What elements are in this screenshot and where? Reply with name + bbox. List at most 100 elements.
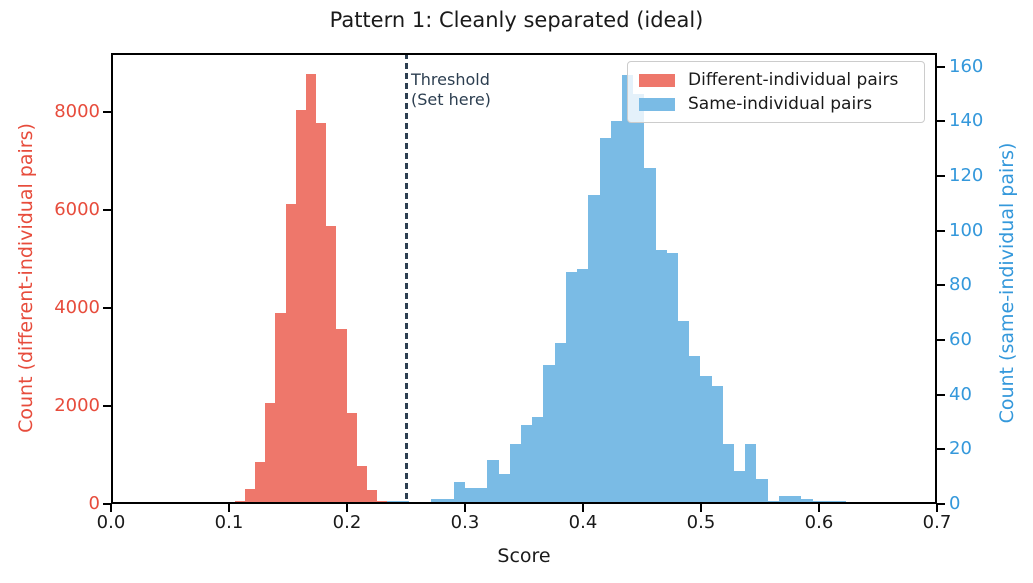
hist-bar-same xyxy=(700,375,712,504)
x-tick-mark xyxy=(818,504,820,512)
x-tick-label: 0.5 xyxy=(686,512,716,533)
hist-bar-same xyxy=(801,498,813,504)
legend-item-label: Same-individual pairs xyxy=(688,94,873,114)
hist-bar-same xyxy=(677,320,690,504)
x-tick-mark xyxy=(346,504,348,512)
threshold-annotation-line2: (Set here) xyxy=(411,90,491,109)
hist-bar-same xyxy=(577,268,589,504)
y-axis-label-left: Count (different-individual pairs) xyxy=(15,123,37,433)
x-tick-mark xyxy=(936,504,938,512)
y-right-tick-mark xyxy=(937,120,945,123)
hist-bar-different xyxy=(356,465,367,504)
y-right-tick-mark xyxy=(937,229,945,232)
x-tick-mark xyxy=(582,504,584,512)
hist-bar-same xyxy=(756,479,768,504)
plot-area xyxy=(111,53,937,504)
hist-bar-same xyxy=(666,252,678,504)
y-left-tick-label: 4000 xyxy=(54,296,100,318)
hist-bar-same xyxy=(442,498,454,504)
threshold-annotation-line1: Threshold xyxy=(411,70,490,89)
hist-bar-different xyxy=(234,500,246,504)
y-left-tick-mark xyxy=(103,503,111,505)
y-left-tick-label: 8000 xyxy=(54,100,100,122)
hist-bar-same xyxy=(823,501,835,504)
y-left-tick-label: 0 xyxy=(88,493,100,514)
legend: Different-individual pairs Same-individua… xyxy=(627,61,925,123)
hist-bar-same xyxy=(767,501,779,504)
y-right-tick-label: 0 xyxy=(949,493,961,514)
threshold-annotation: Threshold (Set here) xyxy=(411,70,491,110)
hist-bar-different xyxy=(305,74,317,504)
y-right-tick-label: 20 xyxy=(949,438,972,460)
x-tick-mark xyxy=(110,504,112,512)
x-axis-label: Score xyxy=(497,545,551,567)
hist-bar-same xyxy=(834,501,847,504)
hist-bar-different xyxy=(245,489,256,504)
hist-bar-same xyxy=(465,487,477,504)
hist-bar-same xyxy=(599,137,611,504)
hist-bar-same xyxy=(778,495,791,504)
y-left-tick-mark xyxy=(103,110,111,113)
hist-bar-same xyxy=(689,356,701,504)
y-right-tick-mark xyxy=(937,65,945,68)
x-tick-label: 0.2 xyxy=(332,512,362,533)
hist-bar-different xyxy=(346,413,357,504)
legend-swatch xyxy=(639,97,675,111)
x-tick-label: 0.7 xyxy=(922,512,952,533)
y-left-tick-mark xyxy=(103,208,111,211)
hist-bar-same xyxy=(476,487,488,504)
y-right-tick-label: 120 xyxy=(949,165,984,186)
y-right-tick-label: 60 xyxy=(949,329,972,350)
hist-bar-different xyxy=(316,122,327,504)
y-right-tick-mark xyxy=(937,448,945,451)
hist-bar-different xyxy=(285,204,296,504)
hist-bar-same xyxy=(633,94,645,504)
threshold-line xyxy=(404,53,408,504)
y-left-tick-mark xyxy=(103,306,111,309)
x-tick-mark xyxy=(464,504,466,512)
y-right-tick-mark xyxy=(937,393,945,396)
hist-bar-same xyxy=(790,495,802,504)
y-left-tick-label: 6000 xyxy=(54,198,100,220)
x-tick-label: 0.4 xyxy=(568,512,598,533)
hist-bar-same xyxy=(722,443,735,504)
hist-bar-same xyxy=(386,501,398,504)
hist-bar-same xyxy=(431,498,443,504)
y-right-tick-mark xyxy=(937,175,945,177)
hist-bar-same xyxy=(565,271,578,504)
hist-bar-different xyxy=(326,225,337,504)
legend-item: Different-individual pairs xyxy=(639,70,924,90)
hist-bar-same xyxy=(644,167,656,504)
x-tick-label: 0.1 xyxy=(214,512,244,533)
hist-bar-same xyxy=(734,471,746,504)
hist-bar-same xyxy=(588,195,600,504)
hist-bar-same xyxy=(509,443,522,504)
hist-bar-different xyxy=(255,461,266,504)
x-tick-label: 0.3 xyxy=(450,512,480,533)
y-right-tick-label: 100 xyxy=(949,219,984,241)
x-tick-mark xyxy=(228,504,230,512)
hist-bar-same xyxy=(543,364,555,504)
hist-bar-same xyxy=(621,74,634,504)
hist-bar-same xyxy=(521,424,533,504)
hist-bar-same xyxy=(453,482,465,504)
y-left-tick-mark xyxy=(103,404,111,407)
hist-bar-same xyxy=(532,416,544,504)
hist-bar-same xyxy=(711,386,723,504)
hist-bar-different xyxy=(275,313,286,504)
hist-bar-different xyxy=(265,403,276,504)
legend-item: Same-individual pairs xyxy=(639,94,924,114)
y-right-tick-label: 40 xyxy=(949,383,972,405)
y-right-tick-label: 80 xyxy=(949,274,972,296)
x-tick-mark xyxy=(700,504,702,512)
y-right-tick-mark xyxy=(937,284,945,287)
hist-bar-different xyxy=(366,490,377,504)
hist-bar-same xyxy=(554,342,566,504)
y-right-tick-mark xyxy=(937,339,945,341)
hist-bar-different xyxy=(336,329,347,504)
legend-swatch xyxy=(639,73,675,87)
hist-bar-same xyxy=(610,121,622,504)
hist-bar-same xyxy=(487,460,499,504)
x-tick-label: 0.0 xyxy=(96,512,126,533)
